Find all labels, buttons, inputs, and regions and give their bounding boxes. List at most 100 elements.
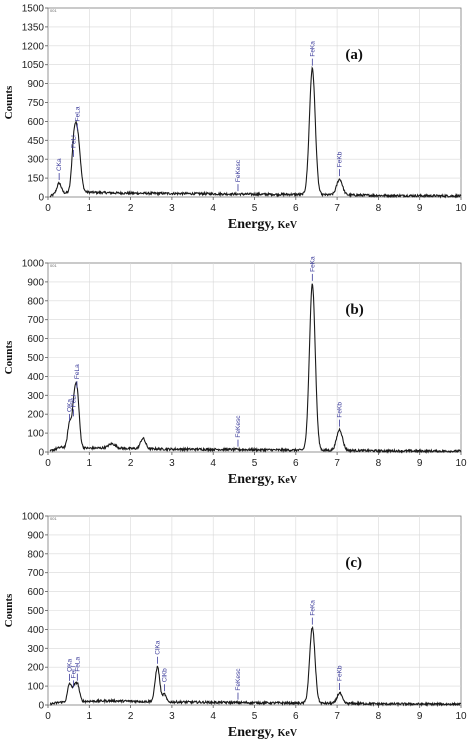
y-tick-label: 1000 bbox=[22, 512, 45, 523]
x-axis-title: Energy, KeV bbox=[228, 725, 298, 740]
x-axis-unit: KeV bbox=[278, 475, 298, 486]
y-tick-label: 1350 bbox=[22, 22, 45, 33]
panel-label: (b) bbox=[345, 302, 363, 318]
y-tick-label: 1050 bbox=[22, 60, 45, 71]
peak-label: FeLl bbox=[71, 135, 78, 148]
y-tick-label: 300 bbox=[27, 155, 44, 166]
y-tick-label: 150 bbox=[27, 174, 44, 185]
x-tick-label: 6 bbox=[293, 203, 299, 214]
x-tick-label: 8 bbox=[376, 711, 382, 722]
x-axis-title-text: Energy, bbox=[228, 217, 278, 232]
y-tick-label: 750 bbox=[27, 98, 44, 109]
spectrum-panel-b: 001 0 100 200 300 400 500 600 700 800 900 1000 0 1 2 3 4… bbox=[3, 256, 467, 487]
x-tick-label: 3 bbox=[169, 458, 175, 469]
y-tick-label: 400 bbox=[27, 372, 44, 383]
x-tick-label: 9 bbox=[417, 711, 423, 722]
y-tick-label: 900 bbox=[27, 530, 44, 541]
y-tick-label: 0 bbox=[38, 701, 44, 712]
peak-label: FeKesc bbox=[235, 415, 242, 438]
spectrum-panel-a: 001 0 150 300 450 600 750 900 1050 1200 1350 1500 0 1… bbox=[3, 4, 467, 233]
y-tick-label: 200 bbox=[27, 663, 44, 674]
x-tick-label: 4 bbox=[210, 711, 216, 722]
y-tick-label: 700 bbox=[27, 315, 44, 326]
y-tick-label: 800 bbox=[27, 549, 44, 560]
spectrum-panel-c: 001 0 100 200 300 400 500 600 700 800 900 1000 0 1 2 3 4… bbox=[3, 512, 467, 741]
x-tick-label: 0 bbox=[45, 711, 51, 722]
y-tick-label: 600 bbox=[27, 587, 44, 598]
y-tick-label: 500 bbox=[27, 353, 44, 364]
y-tick-label: 700 bbox=[27, 568, 44, 579]
peak-label: FeLa bbox=[74, 364, 81, 379]
x-tick-label: 5 bbox=[252, 458, 258, 469]
peak-label: OKa bbox=[66, 659, 73, 672]
x-tick-label: 8 bbox=[376, 203, 382, 214]
peak-label: FeLa bbox=[74, 656, 81, 671]
x-tick-label: 10 bbox=[455, 203, 467, 214]
y-tick-label: 0 bbox=[38, 448, 44, 459]
y-tick-label: 500 bbox=[27, 606, 44, 617]
peak-label: CKa bbox=[56, 158, 63, 171]
x-tick-label: 10 bbox=[455, 458, 467, 469]
y-tick-label: 0 bbox=[38, 193, 44, 204]
x-tick-label: 2 bbox=[128, 711, 134, 722]
peak-label: FeLl bbox=[71, 394, 78, 407]
y-tick-label: 600 bbox=[27, 334, 44, 345]
x-tick-label: 4 bbox=[210, 203, 216, 214]
spectrum-line bbox=[49, 283, 462, 455]
x-tick-label: 5 bbox=[252, 203, 258, 214]
y-axis-title: Counts bbox=[3, 593, 15, 627]
peak-label: ClKa bbox=[154, 640, 161, 654]
x-tick-label: 3 bbox=[169, 711, 175, 722]
x-tick-label: 6 bbox=[293, 458, 299, 469]
x-axis-title: Energy, KeV bbox=[228, 217, 298, 232]
panel-label: (a) bbox=[345, 47, 363, 63]
panel-label: (c) bbox=[345, 555, 362, 571]
peak-label: FeLl bbox=[71, 665, 78, 678]
y-tick-label: 100 bbox=[27, 429, 44, 440]
x-tick-label: 0 bbox=[45, 458, 51, 469]
spectrum-line bbox=[49, 625, 462, 708]
y-tick-label: 1000 bbox=[22, 259, 45, 270]
y-tick-label: 600 bbox=[27, 117, 44, 128]
y-tick-label: 1200 bbox=[22, 41, 45, 52]
peak-label: FeKb bbox=[337, 402, 344, 418]
x-tick-label: 1 bbox=[87, 458, 93, 469]
y-axis-title: Counts bbox=[3, 85, 15, 119]
peak-label: FeKb bbox=[337, 665, 344, 681]
x-tick-label: 0 bbox=[45, 203, 51, 214]
x-axis-unit: KeV bbox=[278, 728, 298, 739]
corner-label: 001 bbox=[50, 516, 57, 521]
y-tick-label: 200 bbox=[27, 410, 44, 421]
x-tick-label: 6 bbox=[293, 711, 299, 722]
x-tick-label: 2 bbox=[128, 203, 134, 214]
x-axis-title: Energy, KeV bbox=[228, 472, 298, 487]
x-tick-label: 1 bbox=[87, 203, 93, 214]
x-axis-title-text: Energy, bbox=[228, 472, 278, 487]
peak-label: OKa bbox=[66, 399, 73, 412]
x-tick-label: 7 bbox=[334, 203, 340, 214]
y-tick-label: 1500 bbox=[22, 4, 45, 15]
x-tick-label: 7 bbox=[334, 458, 340, 469]
peak-label: FeKesc bbox=[235, 159, 242, 182]
x-tick-label: 10 bbox=[455, 711, 467, 722]
peak-label: FeKa bbox=[309, 41, 316, 57]
x-tick-label: 9 bbox=[417, 458, 423, 469]
spectrum-line bbox=[49, 65, 462, 199]
x-tick-label: 3 bbox=[169, 203, 175, 214]
x-axis-unit: KeV bbox=[278, 220, 298, 231]
peak-label: FeLa bbox=[74, 106, 81, 121]
x-tick-label: 7 bbox=[334, 711, 340, 722]
y-tick-label: 800 bbox=[27, 296, 44, 307]
x-tick-label: 1 bbox=[87, 711, 93, 722]
y-tick-label: 900 bbox=[27, 79, 44, 90]
peak-label: ClKb bbox=[161, 668, 168, 682]
y-tick-label: 100 bbox=[27, 682, 44, 693]
y-tick-label: 900 bbox=[27, 277, 44, 288]
peak-label: FeKa bbox=[309, 600, 316, 616]
y-tick-label: 300 bbox=[27, 644, 44, 655]
x-tick-label: 2 bbox=[128, 458, 134, 469]
peak-label: FeKesc bbox=[235, 668, 242, 691]
x-tick-label: 5 bbox=[252, 711, 258, 722]
x-tick-label: 4 bbox=[210, 458, 216, 469]
